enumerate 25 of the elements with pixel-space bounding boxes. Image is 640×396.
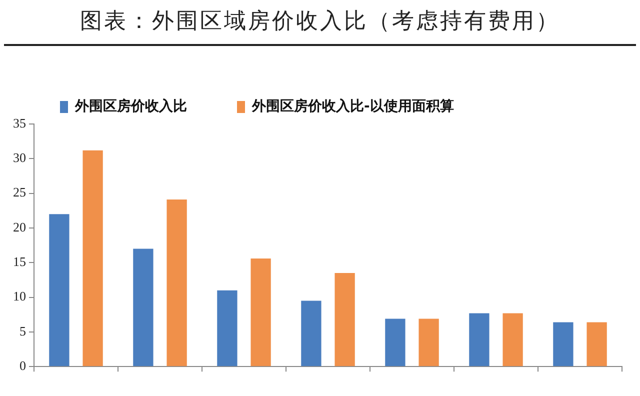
bar bbox=[82, 150, 103, 366]
y-tick-label: 0 bbox=[20, 358, 26, 374]
chart-title: 图表：外围区域房价收入比（考虑持有费用） bbox=[79, 8, 561, 36]
y-tick-label: 20 bbox=[13, 219, 26, 234]
bar bbox=[469, 313, 490, 366]
bar bbox=[334, 273, 355, 366]
bar bbox=[166, 200, 187, 366]
bar bbox=[133, 248, 154, 366]
legend-label: 外围区房价收入比-以使用面积算 bbox=[251, 98, 454, 115]
legend-label: 外围区房价收入比 bbox=[74, 98, 187, 115]
bar bbox=[217, 290, 238, 366]
bar bbox=[301, 300, 322, 366]
bar bbox=[250, 258, 271, 366]
bar bbox=[418, 318, 439, 366]
y-tick-label: 30 bbox=[13, 150, 26, 166]
y-tick-label: 5 bbox=[20, 323, 26, 338]
bar bbox=[586, 322, 607, 366]
bar bbox=[502, 313, 523, 366]
y-tick-label: 15 bbox=[13, 254, 26, 270]
bar bbox=[385, 318, 406, 366]
bar bbox=[49, 214, 70, 366]
y-tick-label: 25 bbox=[13, 184, 26, 200]
y-tick-label: 10 bbox=[13, 288, 26, 304]
y-tick-label: 35 bbox=[13, 115, 26, 130]
bar bbox=[553, 322, 574, 366]
